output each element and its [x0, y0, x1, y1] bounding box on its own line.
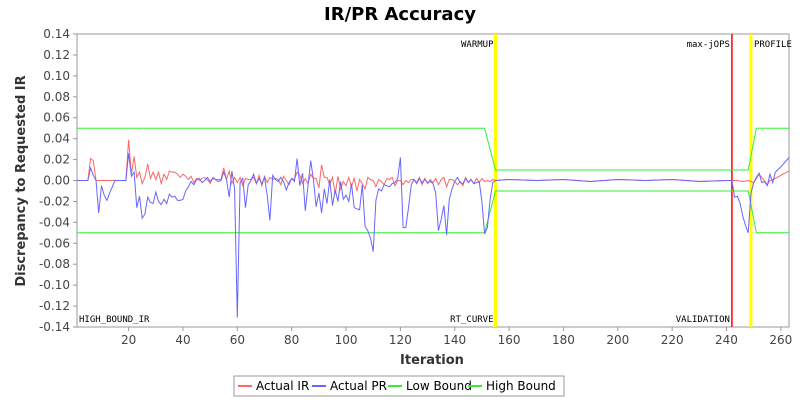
y-axis-title: Discrepancy to Requested IR [14, 75, 29, 286]
legend-label-actual-pr: Actual PR [330, 379, 387, 393]
legend-label-actual-ir: Actual IR [256, 379, 309, 393]
marker-label-0: WARMUP [461, 40, 494, 50]
y-tick-label-12: 0.10 [43, 69, 70, 83]
chart-title: IR/PR Accuracy [324, 4, 476, 25]
marker-label-5: VALIDATION [676, 315, 730, 325]
y-tick-label-2: -0.10 [39, 278, 70, 292]
y-tick-label-11: 0.08 [43, 90, 70, 104]
marker-label-3: HIGH_BOUND_IR [79, 315, 150, 325]
y-tick-label-0: -0.14 [39, 320, 70, 334]
y-tick-label-14: 0.14 [43, 27, 70, 41]
series-line-low-bound [77, 190, 789, 234]
x-tick-label-1: 40 [175, 333, 190, 347]
y-tick-label-13: 0.12 [43, 48, 70, 62]
y-tick-label-10: 0.06 [43, 111, 70, 125]
y-tick-label-4: -0.06 [39, 236, 70, 250]
x-tick-label-10: 220 [661, 333, 684, 347]
x-axis: 20 40 60 80 100 120 140 160 180 200 220 240 260 [121, 327, 792, 347]
series-line-actual-ir [77, 139, 790, 195]
series-line-actual-pr [77, 153, 790, 318]
legend-label-low-bound: Low Bound [406, 379, 472, 393]
y-tick-label-3: -0.08 [39, 257, 70, 271]
x-tick-label-8: 180 [552, 333, 575, 347]
y-tick-label-5: -0.04 [39, 215, 70, 229]
y-tick-label-7: 0.00 [43, 174, 70, 188]
x-tick-label-3: 80 [284, 333, 299, 347]
y-tick-label-6: -0.02 [39, 194, 70, 208]
y-axis: -0.14 -0.12 -0.10 -0.08 -0.06 -0.04 -0.02 0.00 0… [39, 27, 77, 334]
marker-label-2: PROFILE [754, 40, 792, 50]
x-tick-label-12: 260 [769, 333, 792, 347]
x-tick-label-6: 140 [443, 333, 466, 347]
x-tick-label-11: 240 [715, 333, 738, 347]
series-line-high-bound [77, 127, 789, 171]
series-layer [77, 127, 790, 318]
legend: Actual IR Actual PR Low Bound High Bound [233, 375, 565, 397]
marker-label-4: RT_CURVE [450, 315, 493, 325]
x-tick-label-0: 20 [121, 333, 136, 347]
x-tick-label-4: 100 [335, 333, 358, 347]
x-tick-label-2: 60 [230, 333, 245, 347]
legend-label-high-bound: High Bound [486, 379, 556, 393]
marker-label-1: max-jOPS [687, 40, 730, 50]
x-tick-label-7: 160 [498, 333, 521, 347]
x-tick-label-9: 200 [606, 333, 629, 347]
marker-labels-layer: WARMUP max-jOPS PROFILE HIGH_BOUND_IR RT_CUR… [79, 40, 792, 325]
y-tick-label-9: 0.04 [43, 132, 70, 146]
y-tick-label-8: 0.02 [43, 153, 70, 167]
x-tick-label-5: 120 [389, 333, 412, 347]
x-axis-title: Iteration [400, 353, 464, 368]
y-tick-label-1: -0.12 [39, 299, 70, 313]
